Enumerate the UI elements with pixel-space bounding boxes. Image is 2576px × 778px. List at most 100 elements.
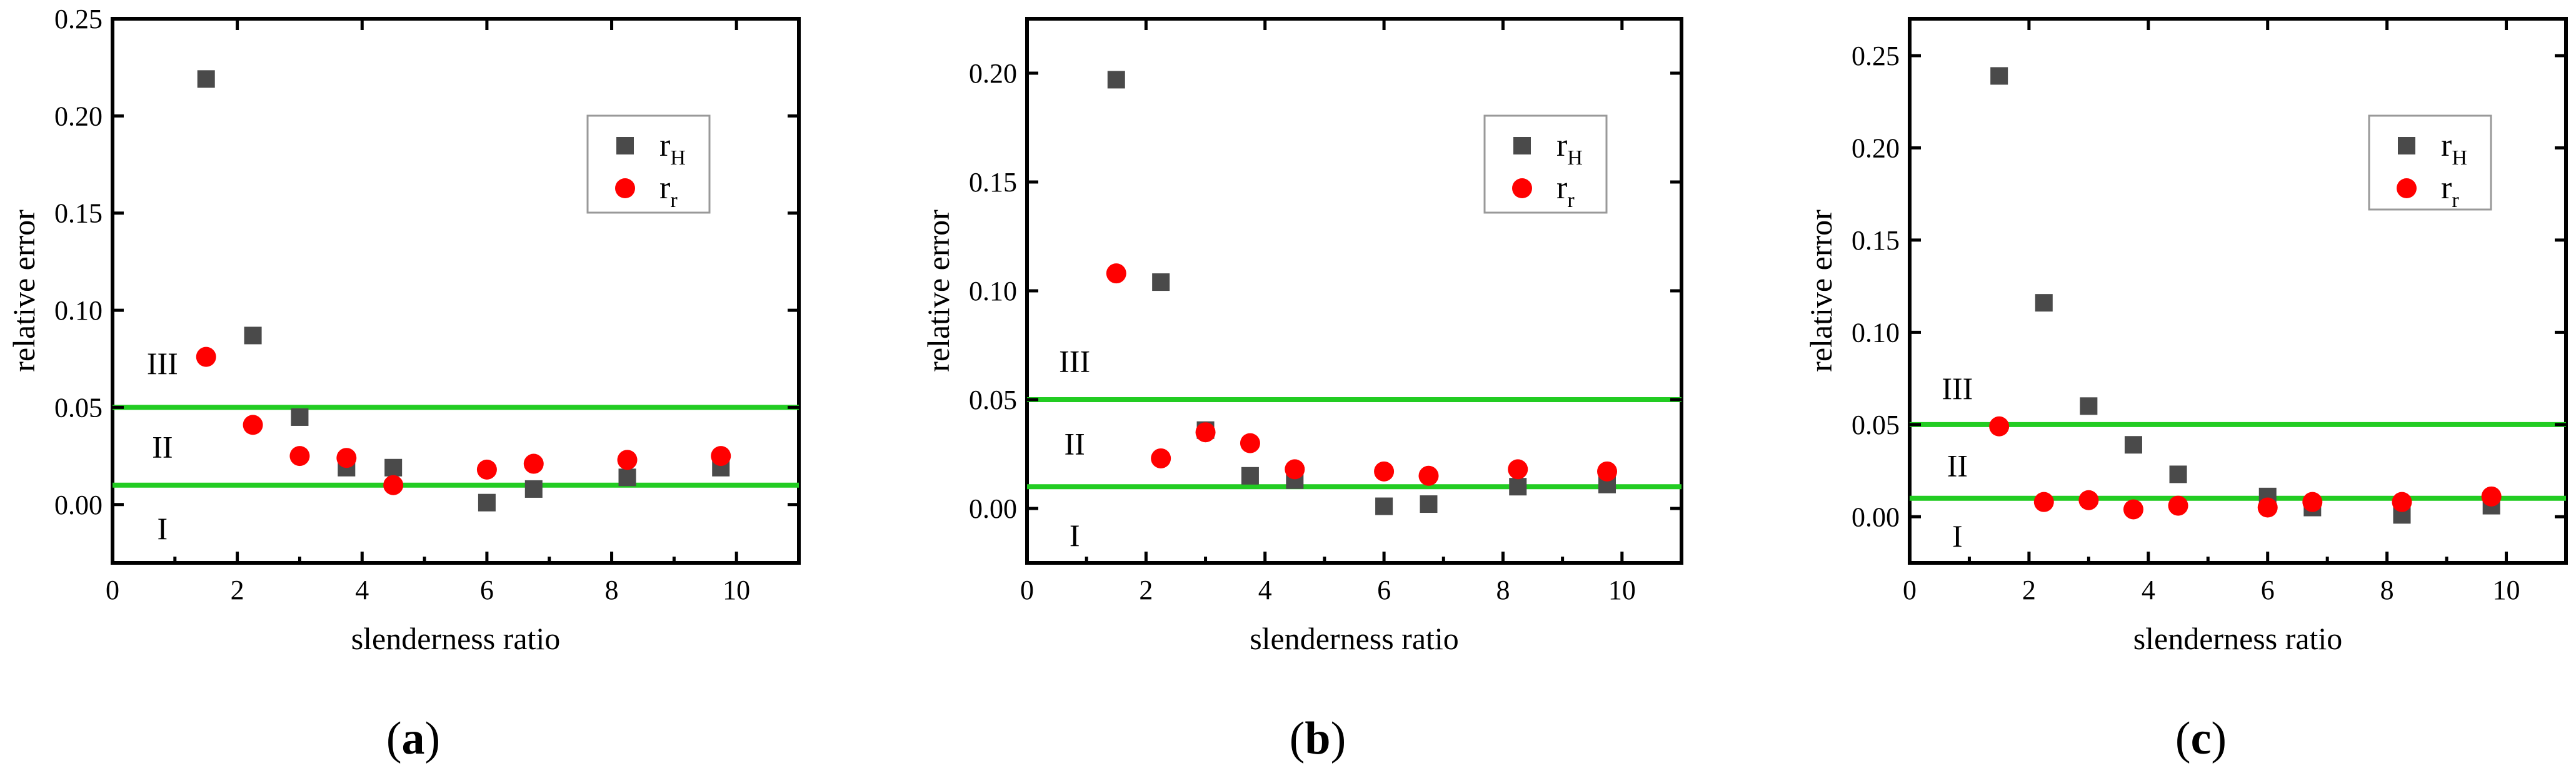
x-tick-label: 0 [1903,575,1917,605]
legend-marker-circle [2397,178,2417,198]
data-point-rr [1285,459,1305,480]
x-tick-label: 0 [1020,575,1034,605]
data-point-rr [243,415,263,435]
legend-marker-circle [615,178,635,198]
data-point-rH [2035,294,2053,312]
legend-label-subscript: r [670,189,678,212]
legend-box [586,114,711,214]
x-tick-label: 8 [1496,575,1510,605]
legend-label-subscript: H [1567,146,1583,169]
region-label: I [158,511,168,546]
y-tick-label: 0.10 [1852,317,1900,348]
data-point-rr [476,459,497,480]
data-point-rr [1106,263,1126,284]
y-tick-label: 0.10 [54,295,103,326]
x-tick-label: 6 [1377,575,1391,605]
x-tick-label: 4 [355,575,369,605]
data-point-rr [711,446,731,467]
data-point-rr [383,475,404,495]
data-point-rr [2033,492,2054,512]
legend-box [2368,114,2492,211]
data-point-rr [2078,490,2099,510]
panel-caption: (b) [1290,713,1346,764]
data-point-rr [617,450,638,470]
data-point-rr [523,453,544,474]
caption-paren: ) [2211,713,2227,764]
data-point-rH [2169,465,2187,483]
panel-c: 0 2 4 6 8 10 0.00 0.05 0.10 0.15 0.20 0.25 slenderne… [1803,17,2568,764]
data-point-rH [1990,67,2008,85]
x-tick-label: 2 [231,575,244,605]
x-tick-label: 4 [1258,575,1272,605]
y-tick-label: 0.00 [1852,502,1900,532]
y-axis-label: relative error [1803,210,1838,372]
x-tick-label: 2 [1139,575,1153,605]
region-label: II [152,430,173,465]
x-tick-label: 6 [2261,575,2275,605]
x-tick-label: 10 [2493,575,2520,605]
data-point-rH [291,408,309,426]
data-point-rr [1597,461,1618,482]
data-point-rr [336,448,357,468]
x-tick-label: 8 [2380,575,2394,605]
y-tick-label: 0.05 [969,385,1017,415]
data-point-rH [1152,273,1170,291]
data-point-rH [1509,478,1527,496]
data-point-rr [2302,492,2323,512]
panel-caption: (c) [2175,713,2227,764]
data-point-rH [2124,436,2142,454]
data-point-rr [2481,486,2502,507]
legend-label-subscript: r [1567,189,1575,212]
data-point-rH [478,493,496,512]
panel-b: 0 2 4 6 8 10 0.00 0.05 0.10 0.15 0.20 slenderness r… [921,17,1683,764]
caption-letter: a [402,713,425,764]
legend-box [1483,114,1608,214]
data-point-rr [2168,495,2188,516]
region-label: III [147,346,178,381]
panel-a: 0 2 4 6 8 10 0.00 0.05 0.10 0.15 0.20 0.25 slenderne… [6,4,801,764]
x-tick-label: 4 [2142,575,2155,605]
data-point-rr [1374,461,1395,482]
legend-marker-square [616,137,634,154]
x-tick-label: 0 [106,575,119,605]
x-axis-label: slenderness ratio [2133,621,2343,656]
plot-frame [1908,17,2568,565]
legend-label-subscript: H [2452,146,2467,169]
data-point-rr [1151,448,1171,468]
y-tick-label: 0.10 [969,276,1017,306]
data-point-rr [1989,416,2010,437]
region-label: II [1064,427,1085,462]
y-tick-label: 0.15 [54,198,103,229]
caption-paren: ( [386,713,402,764]
data-point-rH [197,70,215,88]
x-axis-label: slenderness ratio [351,621,561,656]
caption-letter: b [1305,713,1330,764]
y-tick-label: 0.00 [969,493,1017,524]
y-tick-label: 0.25 [1852,41,1900,71]
y-tick-label: 0.15 [1852,225,1900,256]
y-tick-label: 0.20 [969,58,1017,89]
data-point-rH [1375,497,1393,515]
caption-paren: ( [2175,713,2191,764]
caption-letter: c [2191,713,2212,764]
y-tick-label: 0.05 [54,392,103,423]
data-point-rH [1241,467,1259,485]
data-point-rr [2123,499,2143,520]
region-label: I [1070,518,1080,553]
data-point-rr [289,446,310,467]
caption-paren: ( [1290,713,1305,764]
data-point-rr [1418,465,1439,486]
plot-frame [1025,17,1683,565]
legend-label-subscript: H [670,146,686,169]
y-axis-label: relative error [921,210,956,372]
plot-frame [111,17,801,565]
x-tick-label: 8 [605,575,619,605]
y-tick-label: 0.00 [54,490,103,520]
data-point-rr [196,346,216,367]
y-tick-label: 0.25 [54,4,103,34]
region-label: II [1947,448,1968,483]
data-point-rr [2257,497,2278,518]
data-point-rH [618,468,636,487]
region-label: III [1059,343,1090,378]
